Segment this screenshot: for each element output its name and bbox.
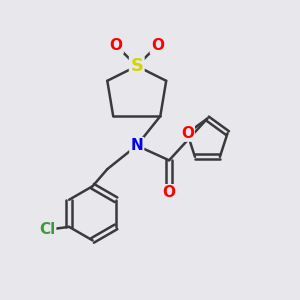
Text: O: O	[151, 38, 164, 53]
Text: Cl: Cl	[39, 222, 55, 237]
Text: N: N	[130, 138, 143, 153]
Text: O: O	[163, 185, 176, 200]
Text: O: O	[181, 126, 194, 141]
Text: S: S	[130, 57, 143, 75]
Text: O: O	[110, 38, 123, 53]
